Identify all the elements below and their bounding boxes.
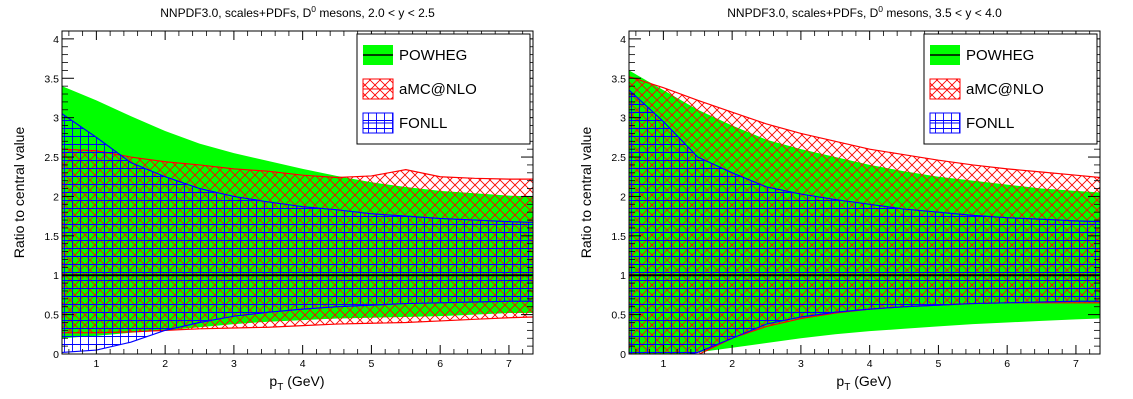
band-upper-edge [62, 148, 533, 180]
legend-label-powheg: POWHEG [399, 47, 467, 64]
y-tick-label: 1 [620, 270, 626, 282]
plot-frame [61, 30, 534, 355]
y-tick-label: 2.5 [611, 152, 626, 164]
y-tick-label: 0 [620, 349, 626, 361]
band-upper-edge [62, 113, 533, 224]
legend-label-fonll: FONLL [966, 115, 1014, 132]
band-upper-edge [629, 76, 1100, 179]
x-tick-label: 7 [1073, 358, 1079, 370]
band-upper-edge [629, 89, 1100, 223]
x-tick-label: 4 [867, 358, 873, 370]
x-axis-label: pT (GeV) [269, 373, 324, 393]
x-tick-label: 5 [368, 358, 374, 370]
y-tick-label: 0 [53, 349, 59, 361]
band-fonll [62, 113, 533, 353]
y-tick-label: 3 [620, 113, 626, 125]
y-tick-label: 1.5 [611, 231, 626, 243]
y-tick-label: 1 [53, 270, 59, 282]
y-tick-label: 3.5 [611, 73, 626, 85]
x-tick-label: 2 [729, 358, 735, 370]
y-tick-label: 4 [620, 34, 626, 46]
x-tick-label: 5 [935, 358, 941, 370]
y-axis-label: Ratio to central value [11, 127, 27, 259]
y-axis-label: Ratio to central value [578, 127, 594, 259]
chart-panel-left: NNPDF3.0, scales+PDFs, D0 mesons, 2.0 < … [0, 0, 566, 399]
legend-label-powheg: POWHEG [966, 47, 1034, 64]
y-tick-label: 1.5 [44, 231, 59, 243]
band-fonll [629, 90, 1100, 354]
x-tick-label: 1 [660, 358, 666, 370]
x-tick-label: 7 [506, 358, 512, 370]
x-tick-label: 4 [300, 358, 306, 370]
y-tick-label: 3.5 [44, 73, 59, 85]
legend-label-amc-nlo: aMC@NLO [966, 81, 1044, 98]
y-tick-label: 2 [620, 191, 626, 203]
legend-label-amc-nlo: aMC@NLO [399, 81, 477, 98]
plot-area [629, 70, 1100, 354]
y-tick-label: 3 [53, 113, 59, 125]
chart-title: NNPDF3.0, scales+PDFs, D0 mesons, 3.5 < … [727, 4, 1002, 20]
plot-area [62, 86, 533, 354]
y-tick-label: 0.5 [44, 310, 59, 322]
x-tick-label: 1 [93, 358, 99, 370]
legend-label-fonll: FONLL [399, 115, 447, 132]
chart-title: NNPDF3.0, scales+PDFs, D0 mesons, 2.0 < … [160, 4, 435, 20]
chart-svg: NNPDF3.0, scales+PDFs, D0 mesons, 3.5 < … [578, 4, 1101, 393]
y-tick-label: 2 [53, 191, 59, 203]
chart-panel-right: NNPDF3.0, scales+PDFs, D0 mesons, 3.5 < … [567, 0, 1133, 399]
plot-frame [628, 30, 1101, 355]
band-lower-edge [62, 300, 533, 354]
x-tick-label: 3 [798, 358, 804, 370]
x-tick-label: 2 [162, 358, 168, 370]
y-tick-label: 2.5 [44, 152, 59, 164]
chart-svg: NNPDF3.0, scales+PDFs, D0 mesons, 2.0 < … [11, 4, 534, 393]
band-lower-edge [684, 300, 1100, 354]
x-axis-label: pT (GeV) [836, 373, 891, 393]
x-tick-label: 3 [231, 358, 237, 370]
y-tick-label: 0.5 [611, 310, 626, 322]
y-tick-label: 4 [53, 34, 59, 46]
x-tick-label: 6 [437, 358, 443, 370]
x-tick-label: 6 [1004, 358, 1010, 370]
